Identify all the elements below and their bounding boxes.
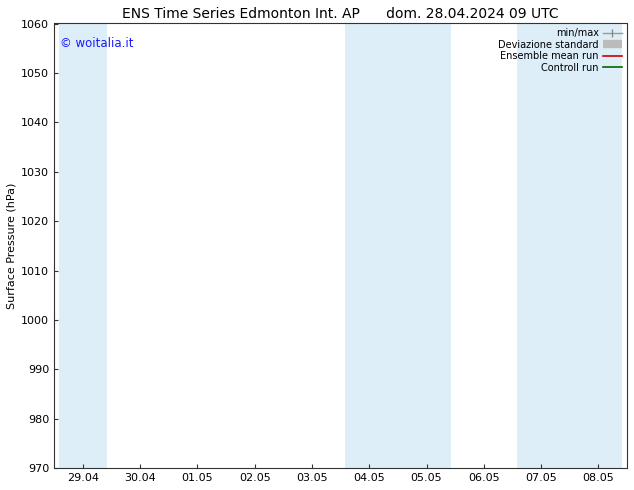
Y-axis label: Surface Pressure (hPa): Surface Pressure (hPa) — [7, 183, 17, 309]
Title: ENS Time Series Edmonton Int. AP      dom. 28.04.2024 09 UTC: ENS Time Series Edmonton Int. AP dom. 28… — [122, 7, 559, 21]
Text: © woitalia.it: © woitalia.it — [60, 37, 133, 50]
Bar — [345, 24, 451, 468]
Bar — [517, 24, 623, 468]
Bar — [59, 24, 107, 468]
Legend: min/max, Deviazione standard, Ensemble mean run, Controll run: min/max, Deviazione standard, Ensemble m… — [496, 26, 624, 74]
